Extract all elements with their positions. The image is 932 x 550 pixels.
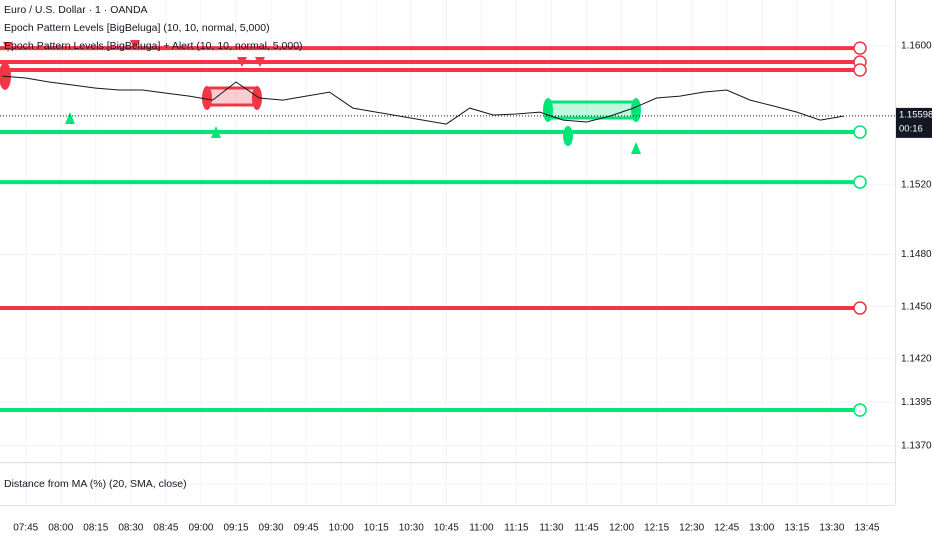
- x-tick-label: 13:15: [784, 523, 809, 534]
- last-price-label: 1.15598: [899, 109, 932, 120]
- x-tick-label: 10:45: [434, 523, 459, 534]
- x-tick-label: 07:45: [13, 523, 38, 534]
- x-tick-label: 09:30: [259, 523, 284, 534]
- x-tick-label: 09:15: [224, 523, 249, 534]
- level-end: [853, 125, 867, 139]
- level-end: [853, 403, 867, 417]
- grid: [0, 0, 895, 505]
- x-tick-label: 08:00: [48, 523, 73, 534]
- chart-title: Euro / U.S. Dollar · 1 · OANDA: [4, 4, 148, 16]
- x-tick-label: 13:00: [749, 523, 774, 534]
- x-tick-label: 09:45: [294, 523, 319, 534]
- x-tick-label: 08:15: [83, 523, 108, 534]
- pane-divider: [0, 462, 895, 463]
- time-axis-border: [0, 505, 895, 506]
- price-axis-border: [895, 0, 896, 505]
- x-tick-label: 12:45: [714, 523, 739, 534]
- level-end: [853, 301, 867, 315]
- lower-pane-title: Distance from MA (%) (20, SMA, close): [4, 478, 187, 490]
- countdown-label: 00:16: [899, 123, 923, 134]
- y-tick-label: 1.15200: [901, 180, 932, 191]
- level-end: [853, 41, 867, 55]
- plot: [0, 75, 895, 125]
- x-tick-label: 12:30: [679, 523, 704, 534]
- x-tick-label: 11:00: [469, 523, 494, 534]
- x-tick-label: 10:00: [329, 523, 354, 534]
- x-tick-label: 10:30: [399, 523, 424, 534]
- y-tick-label: 1.14800: [901, 249, 932, 260]
- level-end: [853, 63, 867, 77]
- x-tick-label: 13:30: [819, 523, 844, 534]
- x-tick-label: 08:30: [118, 523, 143, 534]
- price-line: [2, 75, 844, 125]
- levels: [0, 41, 867, 417]
- x-tick-label: 11:45: [574, 523, 599, 534]
- last-price-box: [896, 107, 932, 138]
- x-tick-label: 09:00: [188, 523, 213, 534]
- y-tick-label: 1.14200: [901, 353, 932, 364]
- x-tick-label: 12:15: [644, 523, 669, 534]
- y-tick-label: 1.13700: [901, 440, 932, 451]
- x-tick-label: 11:30: [539, 523, 564, 534]
- x-tick-label: 12:00: [609, 523, 634, 534]
- level-end: [853, 175, 867, 189]
- axes: 07:45 08:00 08:15 08:30 08:45 09:00 09:15 09:30…: [13, 41, 932, 534]
- x-tick-label: 08:45: [153, 523, 178, 534]
- y-tick-label: 1.16000: [901, 41, 932, 52]
- y-tick-label: 1.13950: [901, 397, 932, 408]
- indicator-label: Epoch Pattern Levels [BigBeluga] + Alert…: [4, 40, 303, 52]
- y-tick-label: 1.14500: [901, 301, 932, 312]
- indicator-label: Epoch Pattern Levels [BigBeluga] (10, 10…: [4, 22, 270, 34]
- x-tick-label: 10:15: [364, 523, 389, 534]
- x-tick-label: 11:15: [504, 523, 529, 534]
- x-tick-label: 13:45: [854, 523, 879, 534]
